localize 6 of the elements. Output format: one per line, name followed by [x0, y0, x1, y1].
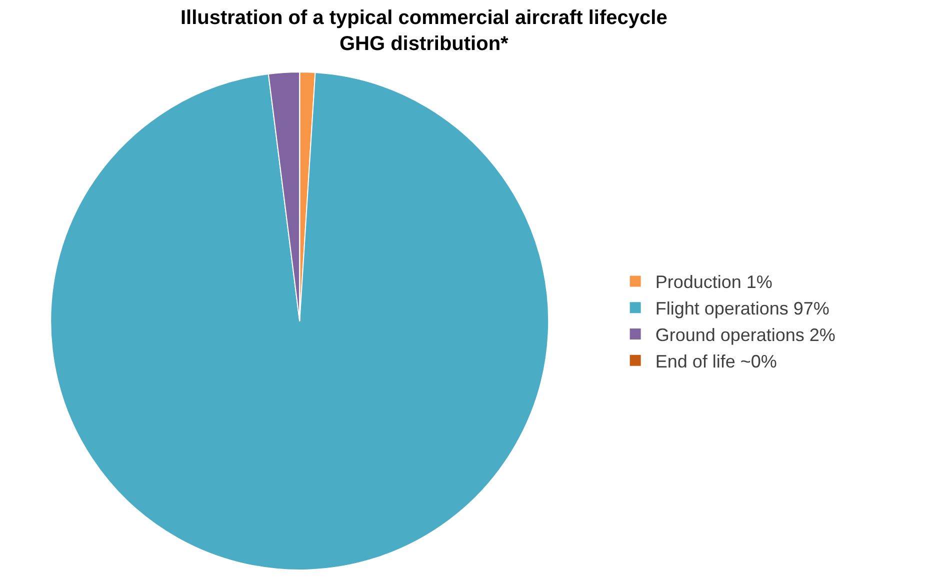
legend-label: Production 1%	[655, 272, 772, 292]
pie-slice	[50, 72, 549, 570]
legend-label: End of life ~0%	[655, 351, 777, 372]
legend-label: Flight operations 97%	[655, 298, 830, 319]
legend-label: Ground operations 2%	[655, 325, 836, 346]
chart-title: Illustration of a typical commercial aircraft lifecycle GHG distribution*	[180, 7, 668, 55]
